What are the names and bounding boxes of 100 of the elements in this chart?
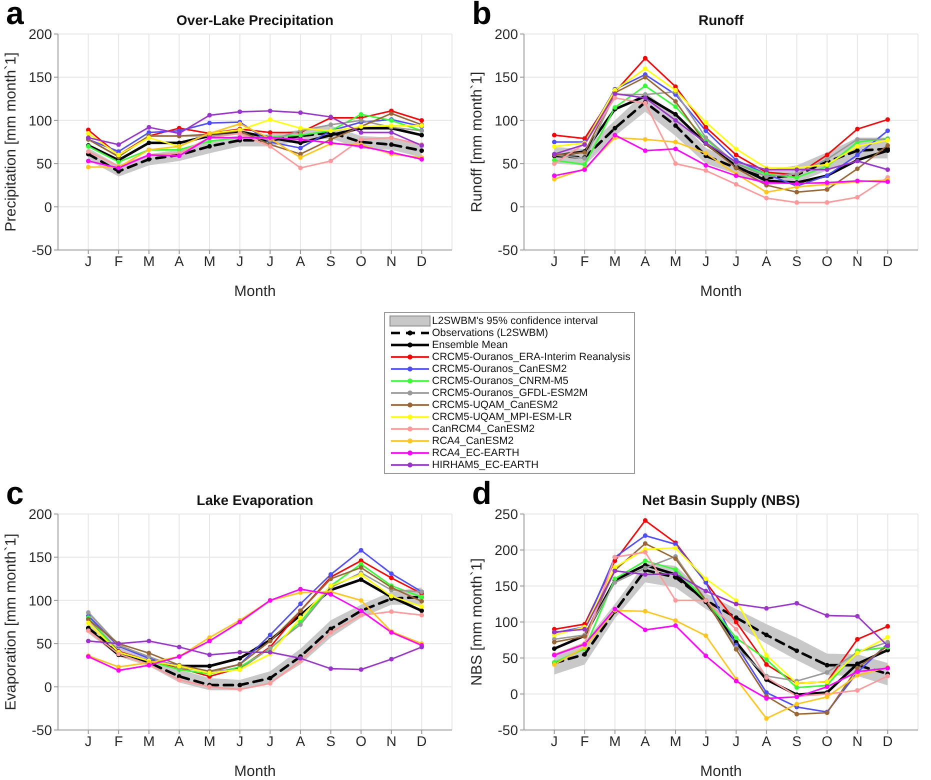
y-tick-label: 0 [510,686,518,702]
y-tick-label: 50 [502,156,518,172]
x-tick-label: S [792,732,802,749]
y-axis-title: Precipitation [mm month`1] [2,52,20,232]
x-tick-label: N [386,252,396,269]
x-tick-label: J [732,732,740,749]
x-tick-label: M [143,252,155,269]
x-tick-label: M [204,252,216,269]
y-tick-label: -50 [32,722,52,738]
text: b [472,0,492,31]
x-tick-label: A [296,252,306,269]
x-tick-label: A [640,732,651,749]
chart-title: Over-Lake Precipitation [175,12,335,28]
x-tick-label: J [84,252,92,269]
y-tick-label: 250 [494,506,518,522]
y-tick-label: -50 [498,242,518,258]
legend-label: CRCM5-Ouranos_GFDL-ESM2M [432,387,588,399]
x-tick-label: O [822,252,833,269]
text: c [6,475,24,511]
y-tick-label: -50 [498,722,518,738]
x-tick-label: A [762,732,772,749]
legend-label: Observations (L2SWBM) [432,327,548,339]
legend-label: CanRCM4_CanESM2 [432,423,535,435]
y-tick-label: 50 [36,636,52,652]
chart-title: Net Basin Supply (NBS) [641,492,801,508]
x-axis-title: Month [700,763,742,780]
x-tick-label: F [580,732,589,749]
x-tick-label: F [114,252,123,269]
x-tick-label: J [236,252,244,269]
y-tick-label: 0 [510,198,518,215]
x-tick-label: M [670,252,682,269]
y-tick-label: 0 [44,678,52,695]
x-tick-label: O [356,252,367,269]
x-tick-label: S [792,252,802,269]
y-axis-title: Runoff [mm month`1] [468,72,486,212]
x-tick-label: M [609,252,621,269]
legend-label: RCA4_CanESM2 [432,435,514,447]
y-tick-label: 100 [494,112,518,128]
y-tick-label: 200 [28,506,52,522]
x-tick-label: D [416,252,427,269]
x-tick-label: J [266,732,274,749]
legend-label: CRCM5-UQAM_MPI-ESM-LR [432,411,572,423]
x-tick-label: M [609,732,621,749]
chart-title: Lake Evaporation [196,492,314,508]
y-tick-label: 200 [494,26,518,42]
y-tick-label: 100 [28,592,52,608]
x-tick-label: A [174,732,185,749]
x-tick-label: N [386,732,396,749]
legend-label: RCA4_EC-EARTH [432,447,520,459]
x-tick-label: J [702,252,710,269]
y-tick-label: 200 [28,26,52,42]
x-tick-label: A [174,252,185,269]
y-tick-label: 150 [28,549,52,566]
legend-title: L2SWBM's 95% confidence interval [432,315,598,327]
x-axis-title: Month [234,763,276,780]
y-tick-label: 50 [502,650,518,666]
x-axis-title: Month [700,283,742,300]
legend-label: CRCM5-Ouranos_CNRM-M5 [432,375,569,387]
x-tick-label: A [296,732,306,749]
x-tick-label: J [702,732,710,749]
y-axis-title: NBS [mm month`1] [468,558,486,686]
x-tick-label: S [326,252,336,269]
x-tick-label: O [822,732,833,749]
x-tick-label: J [550,252,558,269]
y-tick-label: 150 [494,69,518,86]
y-axis-title: Evaporation [mm month`1] [2,534,20,710]
legend-label: HIRHAM5_EC-EARTH [432,459,539,471]
x-tick-label: O [356,732,367,749]
x-tick-label: J [236,732,244,749]
x-tick-label: M [670,732,682,749]
x-tick-label: J [84,732,92,749]
text: d [472,475,492,511]
y-tick-label: 200 [494,542,518,558]
x-tick-label: A [762,252,772,269]
y-tick-label: 100 [28,112,52,128]
x-tick-label: M [204,732,216,749]
text: a [6,0,24,31]
y-tick-label: 100 [494,614,518,630]
x-tick-label: M [143,732,155,749]
x-tick-label: F [114,732,123,749]
legend-label: CRCM5-Ouranos_CanESM2 [432,363,567,375]
x-tick-label: S [326,732,336,749]
legend-label: Ensemble Mean [432,339,508,351]
x-tick-label: D [416,732,427,749]
legend-label: CRCM5-Ouranos_ERA-Interim Reanalysis [432,351,630,363]
x-tick-label: J [732,252,740,269]
y-tick-label: -50 [32,242,52,258]
x-tick-label: N [852,732,862,749]
x-axis-title: Month [234,283,276,300]
x-tick-label: J [550,732,558,749]
x-tick-label: N [852,252,862,269]
y-tick-label: 50 [36,156,52,172]
legend-label: CRCM5-UQAM_CanESM2 [432,399,558,411]
y-tick-label: 150 [494,578,518,594]
x-tick-label: D [882,732,893,749]
y-tick-label: 150 [28,69,52,86]
x-tick-label: F [580,252,589,269]
x-tick-label: A [640,252,651,269]
x-tick-label: D [882,252,893,269]
y-tick-label: 0 [44,198,52,215]
